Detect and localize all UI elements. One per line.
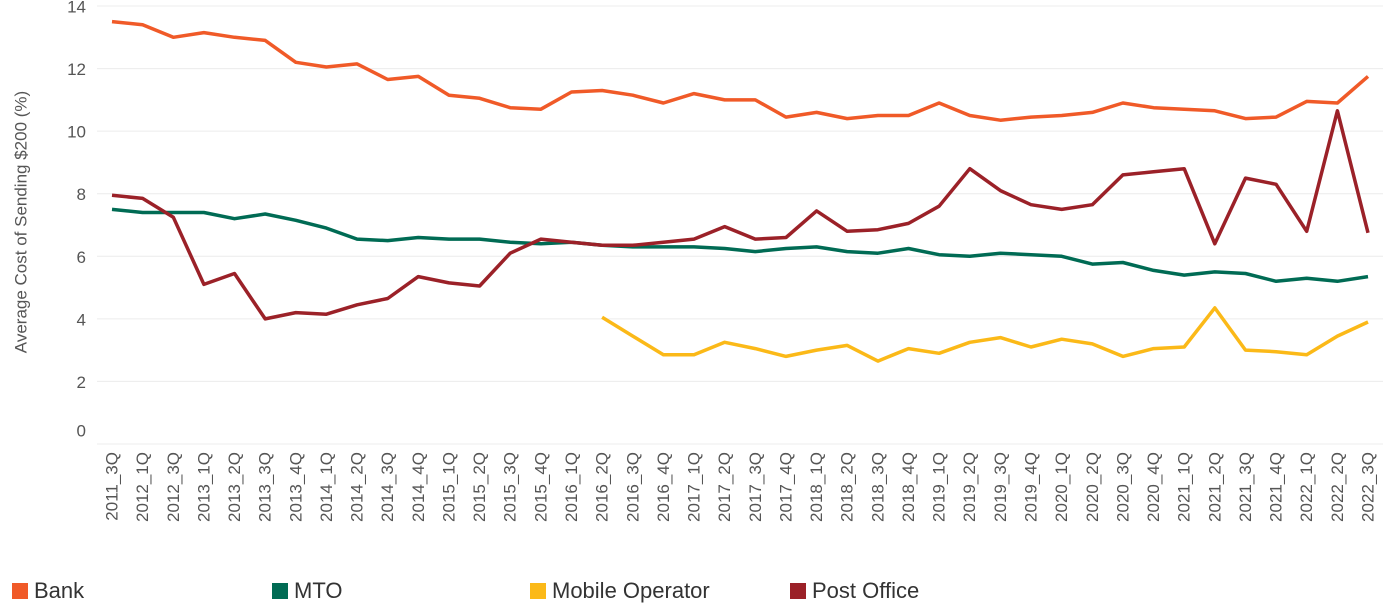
x-tick-label: 2020_3Q — [1113, 452, 1132, 522]
x-tick-label: 2018_1Q — [807, 452, 826, 522]
x-tick-label: 2013_2Q — [225, 452, 244, 522]
x-tick-label: 2019_4Q — [1022, 452, 1041, 522]
x-tick-label: 2020_4Q — [1144, 452, 1163, 522]
y-tick-label: 10 — [67, 123, 86, 142]
x-tick-label: 2016_3Q — [623, 452, 642, 522]
x-tick-label: 2015_2Q — [470, 452, 489, 522]
x-tick-label: 2012_1Q — [133, 452, 152, 522]
x-tick-label: 2014_4Q — [409, 452, 428, 522]
y-tick-label: 6 — [77, 248, 86, 267]
y-tick-label: 4 — [77, 310, 86, 329]
x-tick-label: 2021_2Q — [1205, 452, 1224, 522]
x-tick-label: 2016_4Q — [654, 452, 673, 522]
x-tick-label: 2018_4Q — [899, 452, 918, 522]
y-tick-label: 0 — [77, 421, 86, 440]
x-tick-label: 2017_3Q — [746, 452, 765, 522]
legend-swatch — [272, 583, 288, 599]
legend-label: MTO — [294, 578, 342, 603]
x-tick-label: 2017_2Q — [715, 452, 734, 522]
series-line — [111, 19, 1370, 122]
legend-swatch — [12, 583, 28, 599]
x-tick-label: 2013_4Q — [286, 452, 305, 522]
y-tick-label: 12 — [67, 60, 86, 79]
series-line — [111, 109, 1370, 321]
x-tick-label: 2015_4Q — [531, 452, 550, 522]
x-tick-label: 2015_3Q — [501, 452, 520, 522]
x-tick-label: 2016_2Q — [593, 452, 612, 522]
x-tick-label: 2018_2Q — [838, 452, 857, 522]
x-tick-label: 2021_3Q — [1236, 452, 1255, 522]
x-tick-label: 2014_2Q — [348, 452, 367, 522]
x-tick-label: 2011_3Q — [102, 452, 121, 521]
x-tick-label: 2015_1Q — [439, 452, 458, 522]
legend-label: Bank — [34, 578, 85, 603]
y-axis-label: Average Cost of Sending $200 (%) — [11, 91, 30, 353]
legend-swatch — [790, 583, 806, 599]
legend-swatch — [530, 583, 546, 599]
x-tick-label: 2019_2Q — [960, 452, 979, 522]
x-tick-label: 2022_2Q — [1328, 452, 1347, 522]
x-tick-label: 2022_1Q — [1297, 452, 1316, 522]
x-tick-label: 2022_3Q — [1358, 452, 1377, 522]
x-tick-label: 2012_3Q — [164, 452, 183, 522]
x-tick-label: 2017_1Q — [685, 452, 704, 522]
y-tick-label: 14 — [67, 0, 86, 16]
x-tick-label: 2020_1Q — [1052, 452, 1071, 522]
x-tick-label: 2014_1Q — [317, 452, 336, 522]
series-line — [601, 306, 1369, 363]
x-tick-label: 2013_3Q — [256, 452, 275, 522]
y-tick-label: 2 — [77, 373, 86, 392]
y-tick-label: 8 — [77, 185, 86, 204]
x-tick-label: 2020_2Q — [1083, 452, 1102, 522]
x-tick-label: 2021_1Q — [1175, 452, 1194, 522]
x-tick-label: 2014_3Q — [378, 452, 397, 522]
legend-label: Post Office — [812, 578, 919, 603]
legend-label: Mobile Operator — [552, 578, 710, 603]
x-tick-label: 2016_1Q — [562, 452, 581, 522]
x-tick-label: 2019_3Q — [991, 452, 1010, 522]
x-tick-label: 2021_4Q — [1267, 452, 1286, 522]
series-line — [111, 207, 1369, 284]
x-tick-label: 2017_4Q — [776, 452, 795, 522]
x-tick-label: 2018_3Q — [868, 452, 887, 522]
x-tick-label: 2013_1Q — [194, 452, 213, 522]
x-tick-label: 2019_1Q — [930, 452, 949, 522]
